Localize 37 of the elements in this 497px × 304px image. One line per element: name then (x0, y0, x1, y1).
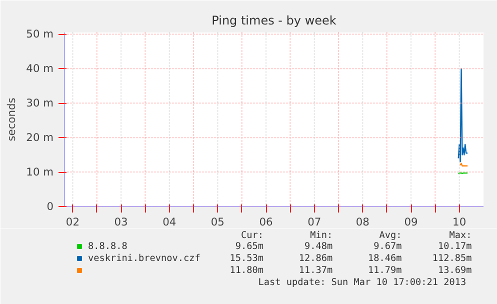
x-tick-label: 03 (114, 216, 128, 228)
x-tick-label: 07 (308, 216, 322, 228)
text: 10.17m (438, 241, 472, 252)
text: 18.46m (368, 253, 402, 264)
y-axis-title: seconds (5, 97, 18, 142)
y-tick-label: 10 m (26, 166, 54, 179)
y-tick-label: 20 m (26, 131, 54, 144)
text: Min: (310, 230, 333, 241)
x-tick-label: 05 (210, 216, 224, 228)
text: 9.48m (304, 241, 333, 252)
text: 9.65m (235, 241, 264, 252)
text: Last update: Sun Mar 10 17:00:21 2013 (258, 277, 466, 288)
x-tick-label: 09 (404, 216, 418, 228)
text: Avg: (379, 230, 402, 241)
text: Max: (449, 230, 472, 241)
text: 13.69m (438, 265, 472, 276)
text: 11.79m (368, 265, 402, 276)
y-tick-label: 0 (46, 200, 54, 213)
x-tick-label: 08 (356, 216, 370, 228)
chart-title: Ping times - by week (212, 14, 336, 28)
text: 112.85m (432, 253, 472, 264)
x-tick-label: 02 (66, 216, 80, 228)
line-series (458, 68, 468, 162)
text: 12.86m (298, 253, 333, 264)
text: Cur: (241, 230, 264, 241)
text: 15.53m (230, 253, 264, 264)
y-tick-label: 40 m (26, 62, 54, 76)
legend-label: veskrini.brevnov.czf (88, 252, 200, 264)
text: 11.80m (230, 265, 264, 276)
x-tick-label: 10 (452, 216, 466, 228)
y-tick-label: 30 m (26, 96, 54, 110)
text: 9.67m (374, 241, 402, 252)
x-tick-label: 04 (162, 216, 176, 228)
text: 11.37m (298, 265, 333, 276)
y-tick-label: 50 m (26, 28, 54, 41)
legend-label: 8.8.8.8 (88, 240, 128, 252)
x-tick-label: 06 (259, 216, 274, 228)
